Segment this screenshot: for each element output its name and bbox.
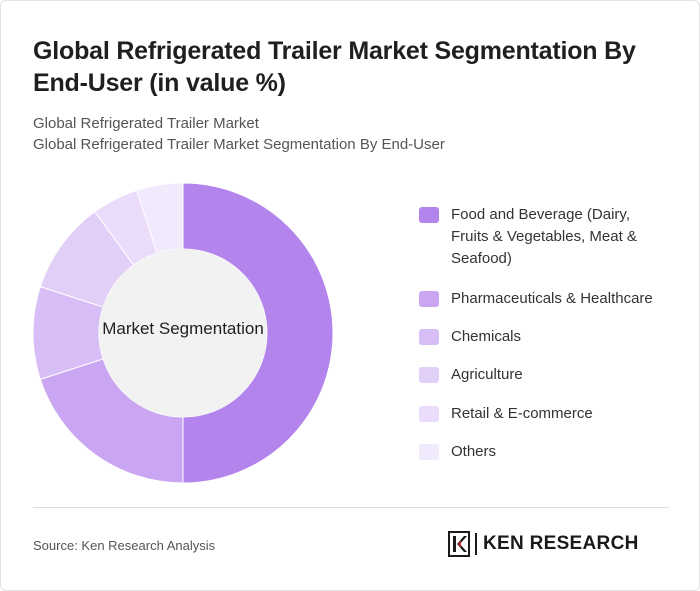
legend-swatch [419, 406, 439, 422]
legend-label: Chemicals [451, 328, 522, 345]
legend-label: Retail & E-commerce [451, 405, 593, 422]
legend-label: Pharmaceuticals & Healthcare [451, 290, 653, 307]
legend-item-4: Agriculture [419, 364, 669, 386]
legend-swatch [419, 367, 439, 383]
source-note: Source: Ken Research Analysis [33, 538, 216, 553]
ken-research-logo: KEN RESEARCH [448, 531, 639, 557]
legend-item-5: Retail & E-commerce [419, 403, 669, 425]
legend-label: Others [451, 443, 497, 460]
chart-title: Global Refrigerated Trailer Market Segme… [33, 37, 636, 97]
donut-hole [99, 249, 267, 417]
legend-item-2: Pharmaceuticals & Healthcare [419, 288, 669, 310]
chart-subtitle-market: Global Refrigerated Trailer Market [33, 115, 259, 132]
donut-svg [32, 182, 334, 484]
legend-label: Agriculture [451, 366, 523, 383]
legend-label: Food and Beverage (Dairy, Fruits & Veget… [451, 206, 637, 267]
legend-item-1: Food and Beverage (Dairy, Fruits & Veget… [419, 204, 669, 270]
logo-divider [475, 533, 477, 555]
legend-swatch [419, 444, 439, 460]
legend-swatch [419, 291, 439, 307]
legend-swatch [419, 329, 439, 345]
ken-logo-icon [448, 531, 470, 557]
chart-subtitle-segmentation: Global Refrigerated Trailer Market Segme… [33, 136, 445, 153]
footer-divider [33, 507, 669, 508]
logo-text: KEN RESEARCH [483, 533, 639, 554]
donut-chart: Market Segmentation [31, 181, 335, 485]
legend-item-3: Chemicals [419, 326, 669, 348]
donut-center-label: Market Segmentation [102, 319, 264, 338]
legend-item-6: Others [419, 441, 669, 463]
legend-swatch [419, 207, 439, 223]
